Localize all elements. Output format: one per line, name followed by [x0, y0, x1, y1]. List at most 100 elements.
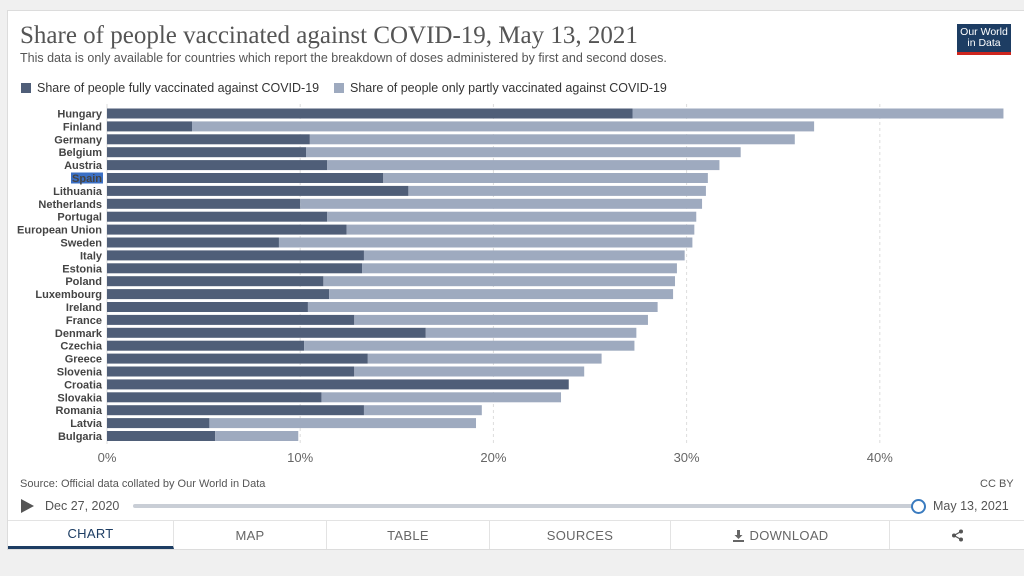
country-label-slovenia[interactable]: Slovenia [57, 367, 103, 379]
bar-partly-lithuania[interactable] [408, 185, 706, 196]
bar-fully-portugal[interactable] [107, 211, 328, 222]
bar-fully-estonia[interactable] [107, 263, 363, 274]
bar-partly-bulgaria[interactable] [215, 431, 299, 441]
country-label-portugal[interactable]: Portugal [57, 212, 102, 224]
bar-partly-germany[interactable] [309, 134, 795, 145]
bar-fully-european-union[interactable] [107, 224, 347, 235]
tab-table[interactable]: TABLE [327, 521, 490, 549]
country-label-spain[interactable]: Spain [72, 173, 102, 185]
country-label-sweden[interactable]: Sweden [60, 238, 102, 250]
bar-partly-italy[interactable] [363, 250, 685, 261]
country-label-bulgaria[interactable]: Bulgaria [58, 431, 103, 443]
bar-partly-sweden[interactable] [278, 237, 693, 248]
bar-fully-belgium[interactable] [107, 147, 306, 158]
bar-fully-greece[interactable] [107, 353, 368, 364]
tab-chart[interactable]: CHART [8, 521, 174, 549]
bar-partly-hungary[interactable] [632, 108, 1004, 119]
bar-fully-luxembourg[interactable] [107, 289, 330, 300]
timeline-end-date: May 13, 2021 [933, 499, 1009, 513]
country-label-belgium[interactable]: Belgium [59, 147, 103, 159]
bar-fully-austria[interactable] [107, 160, 328, 171]
bar-partly-european-union[interactable] [346, 224, 695, 235]
source-note: Source: Official data collated by Our Wo… [20, 478, 266, 490]
x-tick-label: 20% [480, 450, 506, 465]
bar-partly-greece[interactable] [367, 353, 602, 364]
bar-partly-france[interactable] [354, 314, 648, 325]
bar-fully-hungary[interactable] [107, 108, 633, 119]
country-label-croatia[interactable]: Croatia [64, 379, 103, 391]
bar-partly-spain[interactable] [383, 173, 708, 183]
x-tick-label: 10% [287, 450, 313, 465]
country-label-ireland[interactable]: Ireland [66, 302, 102, 314]
bar-partly-romania[interactable] [363, 405, 482, 416]
tab-download-label: DOWNLOAD [749, 527, 829, 543]
bar-partly-belgium[interactable] [305, 147, 741, 158]
tab-map[interactable]: MAP [174, 521, 327, 549]
bar-fully-romania[interactable] [107, 405, 364, 416]
bar-partly-latvia[interactable] [209, 418, 477, 429]
bar-partly-austria[interactable] [327, 160, 720, 171]
bar-partly-netherlands[interactable] [300, 198, 703, 209]
bar-fully-poland[interactable] [107, 276, 324, 287]
country-label-slovakia[interactable]: Slovakia [57, 392, 103, 404]
country-label-hungary[interactable]: Hungary [57, 109, 103, 121]
download-icon [732, 529, 744, 542]
share-icon [951, 529, 963, 541]
bar-fully-denmark[interactable] [107, 327, 426, 338]
bar-partly-slovakia[interactable] [321, 392, 562, 403]
bar-fully-latvia[interactable] [107, 418, 210, 429]
owid-logo[interactable]: Our World in Data [957, 24, 1011, 55]
country-label-netherlands[interactable]: Netherlands [38, 199, 102, 211]
tab-share[interactable] [890, 521, 1024, 549]
bar-partly-slovenia[interactable] [354, 366, 585, 377]
bar-partly-portugal[interactable] [327, 211, 697, 222]
bar-partly-estonia[interactable] [362, 263, 677, 274]
country-label-poland[interactable]: Poland [65, 276, 102, 288]
bar-fully-croatia[interactable] [107, 379, 569, 390]
country-label-luxembourg[interactable]: Luxembourg [35, 289, 102, 301]
country-label-european-union[interactable]: European Union [17, 225, 102, 237]
legend-item-partly[interactable]: Share of people only partly vaccinated a… [334, 81, 667, 95]
bar-fully-italy[interactable] [107, 250, 364, 261]
tab-sources[interactable]: SOURCES [490, 521, 671, 549]
bar-fully-germany[interactable] [107, 134, 310, 145]
chart-subtitle: This data is only available for countrie… [20, 51, 667, 65]
country-label-italy[interactable]: Italy [80, 250, 103, 262]
bar-partly-finland[interactable] [192, 121, 815, 132]
bar-partly-ireland[interactable] [307, 302, 658, 312]
play-icon[interactable] [21, 499, 34, 513]
bar-fully-finland[interactable] [107, 121, 193, 132]
bar-fully-france[interactable] [107, 314, 355, 325]
country-label-finland[interactable]: Finland [63, 121, 102, 133]
country-label-france[interactable]: France [66, 315, 102, 327]
timeline-slider[interactable] [133, 504, 918, 508]
country-label-lithuania[interactable]: Lithuania [53, 186, 103, 198]
bar-fully-czechia[interactable] [107, 340, 305, 351]
bar-fully-spain[interactable] [107, 173, 384, 183]
bar-fully-bulgaria[interactable] [107, 431, 216, 441]
country-label-greece[interactable]: Greece [65, 354, 102, 366]
country-label-denmark[interactable]: Denmark [55, 328, 103, 340]
country-label-estonia[interactable]: Estonia [62, 263, 103, 275]
timeline-handle[interactable] [911, 499, 926, 514]
country-label-austria[interactable]: Austria [64, 160, 103, 172]
tab-download[interactable]: DOWNLOAD [671, 521, 890, 549]
bar-partly-denmark[interactable] [425, 327, 637, 338]
legend-item-fully[interactable]: Share of people fully vaccinated against… [21, 81, 319, 95]
bar-fully-slovakia[interactable] [107, 392, 322, 403]
bar-partly-luxembourg[interactable] [329, 289, 674, 300]
country-label-romania[interactable]: Romania [56, 405, 103, 417]
bar-fully-slovenia[interactable] [107, 366, 355, 377]
country-label-germany[interactable]: Germany [54, 134, 103, 146]
bar-fully-sweden[interactable] [107, 237, 279, 248]
bar-partly-poland[interactable] [323, 276, 676, 287]
bar-fully-ireland[interactable] [107, 302, 308, 312]
country-label-latvia[interactable]: Latvia [70, 418, 103, 430]
bar-fully-netherlands[interactable] [107, 198, 301, 209]
bar-fully-lithuania[interactable] [107, 185, 409, 196]
country-label-czechia[interactable]: Czechia [60, 341, 102, 353]
logo-line-2: in Data [967, 37, 1001, 49]
bar-partly-czechia[interactable] [304, 340, 635, 351]
license-link[interactable]: CC BY [980, 478, 1014, 490]
